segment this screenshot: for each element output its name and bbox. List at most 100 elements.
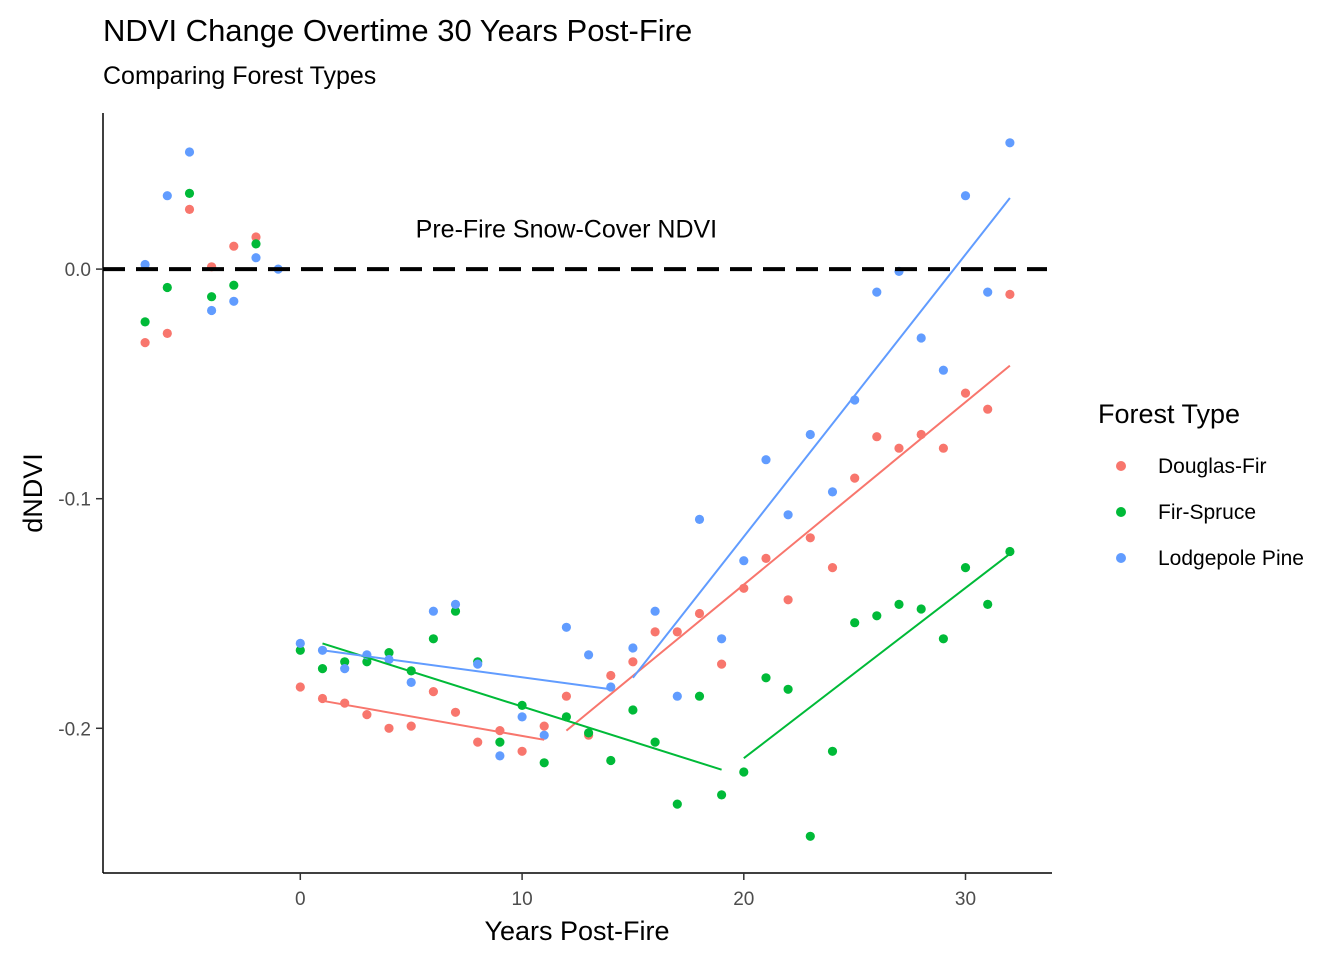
data-point — [162, 191, 172, 201]
data-point — [827, 563, 838, 573]
data-point — [517, 712, 527, 722]
y-axis-title: dNDVI — [18, 453, 48, 533]
data-point — [428, 687, 438, 697]
data-point — [672, 691, 682, 701]
data-point — [827, 487, 838, 497]
x-tick-label: 10 — [512, 889, 533, 910]
data-point — [739, 767, 749, 777]
data-point — [184, 204, 195, 214]
data-point — [295, 682, 305, 692]
data-point — [1005, 289, 1015, 299]
data-point — [805, 831, 815, 841]
trend-line — [565, 364, 1011, 732]
y-tick-label: -0.2 — [58, 719, 91, 740]
data-point — [783, 684, 793, 694]
data-point — [894, 443, 904, 453]
data-point — [650, 627, 660, 637]
data-point — [251, 239, 261, 249]
data-point — [162, 328, 172, 338]
data-point — [717, 634, 727, 644]
data-point — [960, 563, 971, 573]
data-point — [938, 634, 949, 644]
legend-label: Lodgepole Pine — [1158, 547, 1304, 570]
data-point — [295, 645, 305, 655]
series-fir-spruce — [140, 188, 1015, 841]
data-point — [938, 443, 949, 453]
data-point — [539, 721, 549, 731]
trend-line — [743, 553, 1011, 759]
data-point — [650, 737, 660, 747]
data-point — [450, 707, 461, 717]
x-axis-ticks: 0 10 20 30 — [295, 873, 976, 910]
y-axis-ticks: 0.0 -0.1 -0.2 — [58, 260, 103, 740]
data-point — [473, 659, 483, 669]
data-point — [295, 638, 305, 649]
data-point — [362, 710, 372, 720]
data-point — [628, 643, 638, 653]
data-point — [1005, 138, 1015, 148]
data-point — [584, 728, 594, 738]
data-point — [717, 790, 727, 800]
data-point — [606, 755, 616, 766]
data-point — [251, 232, 261, 242]
data-point — [894, 599, 904, 610]
data-point — [983, 599, 993, 610]
data-point — [761, 455, 771, 465]
data-point — [761, 673, 771, 683]
chart-title: NDVI Change Overtime 30 Years Post-Fire — [103, 13, 692, 48]
data-point — [916, 604, 926, 614]
data-point — [694, 608, 705, 619]
trend-line — [322, 649, 611, 691]
legend-label: Fir-Spruce — [1158, 501, 1256, 524]
data-point — [584, 650, 594, 660]
data-point — [827, 746, 838, 756]
data-point — [650, 606, 660, 616]
data-point — [229, 241, 239, 251]
data-point — [783, 595, 793, 605]
x-tick-label: 30 — [955, 889, 976, 910]
y-tick-label: -0.1 — [58, 490, 91, 511]
data-point — [229, 280, 239, 290]
data-point — [672, 799, 682, 809]
data-point — [739, 556, 749, 566]
x-tick-label: 20 — [733, 889, 754, 910]
data-point — [805, 533, 815, 543]
trend-line — [322, 699, 545, 741]
data-point — [207, 292, 217, 302]
data-point — [340, 657, 350, 667]
data-point — [805, 429, 815, 440]
data-point — [539, 730, 549, 740]
data-point — [872, 432, 882, 442]
x-tick-label: 0 — [295, 889, 306, 910]
legend-title: Forest Type — [1098, 399, 1240, 429]
data-point — [717, 659, 727, 669]
data-point — [850, 473, 860, 483]
chart-subtitle: Comparing Forest Types — [103, 62, 376, 90]
data-point — [916, 333, 926, 343]
trend-line — [632, 197, 1011, 679]
data-point — [694, 514, 705, 525]
data-point — [450, 599, 461, 610]
data-point — [140, 259, 150, 270]
data-point — [184, 188, 195, 198]
legend-key — [1116, 507, 1126, 517]
data-point — [606, 670, 616, 681]
data-point — [495, 737, 505, 747]
data-point — [850, 618, 860, 628]
data-point — [140, 338, 150, 348]
reference-line-label: Pre-Fire Snow-Cover NDVI — [416, 215, 717, 243]
data-point — [539, 758, 549, 768]
data-point — [340, 698, 350, 708]
data-point — [672, 627, 682, 637]
y-tick-label: 0.0 — [65, 260, 91, 281]
data-point — [384, 723, 394, 733]
data-point — [960, 388, 971, 398]
data-point — [184, 147, 195, 157]
x-axis-title: Years Post-Fire — [484, 916, 669, 946]
data-point — [960, 191, 971, 201]
data-point — [628, 657, 638, 667]
data-point — [983, 404, 993, 414]
data-point — [384, 648, 394, 658]
plot-area: Pre-Fire Snow-Cover NDVI — [103, 138, 1047, 841]
